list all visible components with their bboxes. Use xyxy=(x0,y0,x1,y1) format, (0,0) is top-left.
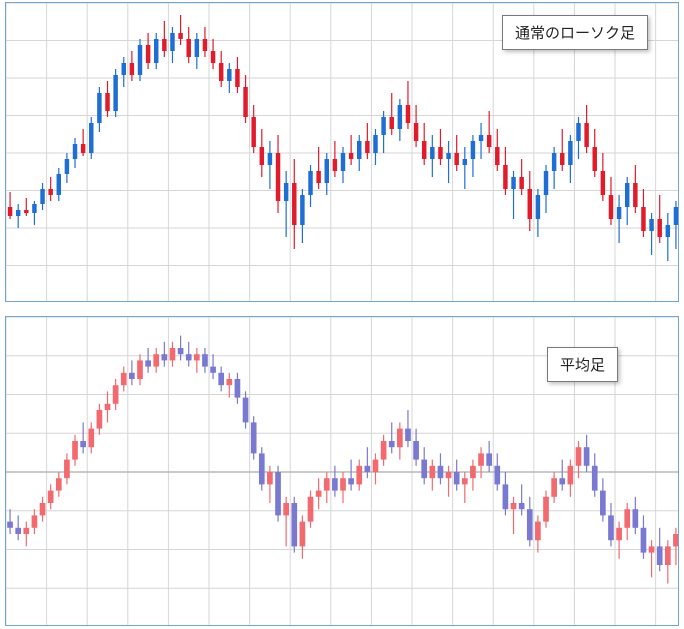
heikin-ashi-panel: 平均足 xyxy=(5,316,679,626)
candlestick-panel: 通常のローソク足 xyxy=(5,2,679,302)
heikin-ashi-label: 平均足 xyxy=(547,347,618,382)
page-root: 通常のローソク足 平均足 xyxy=(0,0,684,629)
candlestick-label: 通常のローソク足 xyxy=(502,15,648,50)
